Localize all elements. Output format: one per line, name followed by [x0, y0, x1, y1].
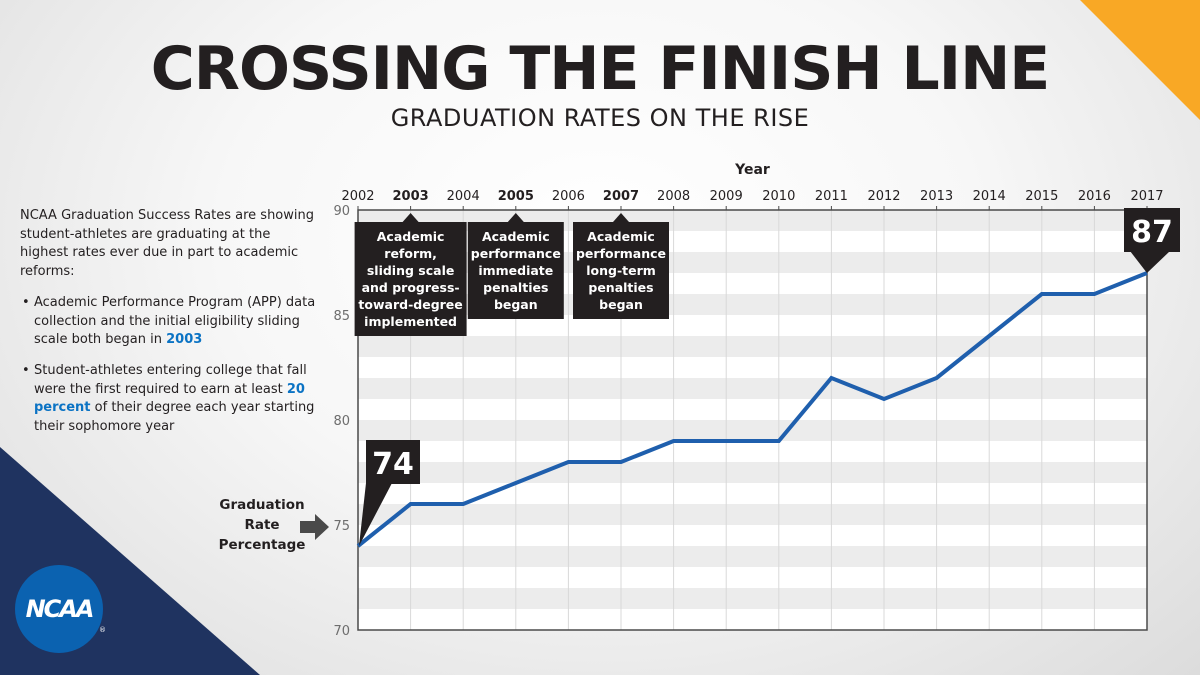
callout-line: long-term	[586, 263, 656, 278]
callout: Academic reform, sliding scale and progress…	[354, 213, 467, 336]
x-tick-label: 2007	[603, 189, 639, 204]
x-tick-label: 2006	[552, 189, 585, 204]
x-tick-labels: 2002 2003 2004 2005 2006 2007 2008 2009 2010 2011…	[341, 189, 1163, 204]
x-tick-label: 2013	[920, 189, 953, 204]
callout-line: immediate	[478, 263, 553, 278]
grid-band	[358, 546, 1147, 567]
ncaa-logo: NCAA	[15, 565, 103, 653]
y-tick-label: 75	[333, 519, 350, 534]
x-tick-label: 2011	[815, 189, 848, 204]
value-label-box	[1124, 208, 1180, 252]
bullet-highlight: 2003	[166, 332, 203, 347]
grid-band	[358, 378, 1147, 399]
x-tick-label: 2015	[1025, 189, 1058, 204]
x-tick-label: 2016	[1078, 189, 1111, 204]
callout-box	[354, 222, 467, 336]
callout-layer: Academic reform, sliding scale and progress…	[354, 213, 669, 336]
callout-pointer	[507, 213, 524, 222]
grid-band	[358, 588, 1147, 609]
y-axis-label-line: Percentage	[218, 537, 306, 553]
callout-line: implemented	[364, 314, 457, 329]
x-tick-label: 2004	[447, 189, 480, 204]
intro-text: NCAA Graduation Success Rates are showin…	[20, 208, 314, 279]
callout-line: Academic	[482, 229, 550, 244]
value-label-pointer	[359, 483, 392, 546]
grid-band	[358, 420, 1147, 441]
y-tick-labels: 70 75 80 85 90	[333, 204, 350, 639]
bullet-highlight: 20 percent	[34, 381, 305, 416]
callout-line: penalties	[588, 280, 653, 295]
page-title: CROSSING THE FINISH LINE	[150, 34, 1051, 104]
x-tick-label: 2002	[341, 189, 374, 204]
y-tick-label: 85	[333, 309, 350, 324]
callout-line: began	[599, 297, 643, 312]
y-tick-label: 90	[333, 204, 350, 219]
corner-orange-accent	[1080, 0, 1200, 120]
series-line	[356, 271, 1148, 548]
bullet-item: Academic Performance Program (APP) data …	[20, 294, 320, 350]
registered-mark: ®	[99, 626, 106, 634]
value-label-layer: 74 87	[359, 208, 1180, 546]
bullet-text: Academic Performance Program (APP) data …	[34, 295, 316, 347]
grid-band	[358, 336, 1147, 357]
y-axis-label-line: Graduation	[219, 497, 305, 513]
grid-band	[358, 462, 1147, 483]
y-axis-label: Graduation Rate Percentage	[212, 495, 312, 555]
x-tick-label: 2012	[867, 189, 900, 204]
value-label: 74	[359, 440, 420, 546]
callout-box	[573, 222, 669, 319]
grid-band	[358, 504, 1147, 525]
callout-line: Academic	[377, 229, 445, 244]
plot-frame	[357, 209, 1148, 631]
x-axis-label: Year	[734, 162, 770, 178]
bullet-text: Student-athletes entering college that f…	[34, 363, 307, 397]
x-tick-label: 2009	[710, 189, 743, 204]
x-tick-label: 2003	[393, 189, 429, 204]
callout-line: reform,	[384, 246, 437, 261]
x-tick-label: 2017	[1130, 189, 1163, 204]
x-tick-label: 2014	[973, 189, 1006, 204]
callout-box	[467, 222, 564, 319]
callout-line: toward-degree	[358, 297, 462, 312]
callout-pointer	[402, 213, 419, 222]
bullet-text-end: of their degree each year starting their…	[34, 400, 315, 434]
bullet-item: Student-athletes entering college that f…	[20, 362, 320, 436]
x-tick-marks	[357, 206, 1148, 210]
callout-line: and progress-	[362, 280, 460, 295]
value-label-text: 87	[1131, 215, 1173, 250]
y-tick-label: 80	[333, 414, 350, 429]
arrow-right-icon	[300, 514, 329, 540]
y-axis-label-line: Rate	[244, 517, 280, 533]
callout-line: sliding scale	[367, 263, 455, 278]
callout-line: performance	[471, 246, 561, 261]
callout-line: penalties	[483, 280, 548, 295]
value-label-pointer	[1130, 251, 1170, 273]
callout: Academic performance long-term penalties beg…	[573, 213, 669, 319]
x-tick-label: 2008	[657, 189, 690, 204]
y-tick-label: 70	[333, 624, 350, 639]
value-label-text: 74	[372, 447, 414, 482]
value-label-box	[366, 440, 420, 484]
callout-line: performance	[576, 246, 666, 261]
callout-line: began	[494, 297, 538, 312]
callout-pointer	[613, 213, 629, 222]
callout: Academic performance immediate penalties beg…	[467, 213, 564, 319]
ncaa-logo-text: NCAA	[25, 595, 95, 623]
page-subtitle: GRADUATION RATES ON THE RISE	[390, 104, 810, 132]
value-label: 87	[1124, 208, 1180, 273]
x-tick-label: 2005	[498, 189, 534, 204]
x-tick-label: 2010	[762, 189, 795, 204]
series-layer	[356, 271, 1148, 548]
callout-line: Academic	[587, 229, 655, 244]
